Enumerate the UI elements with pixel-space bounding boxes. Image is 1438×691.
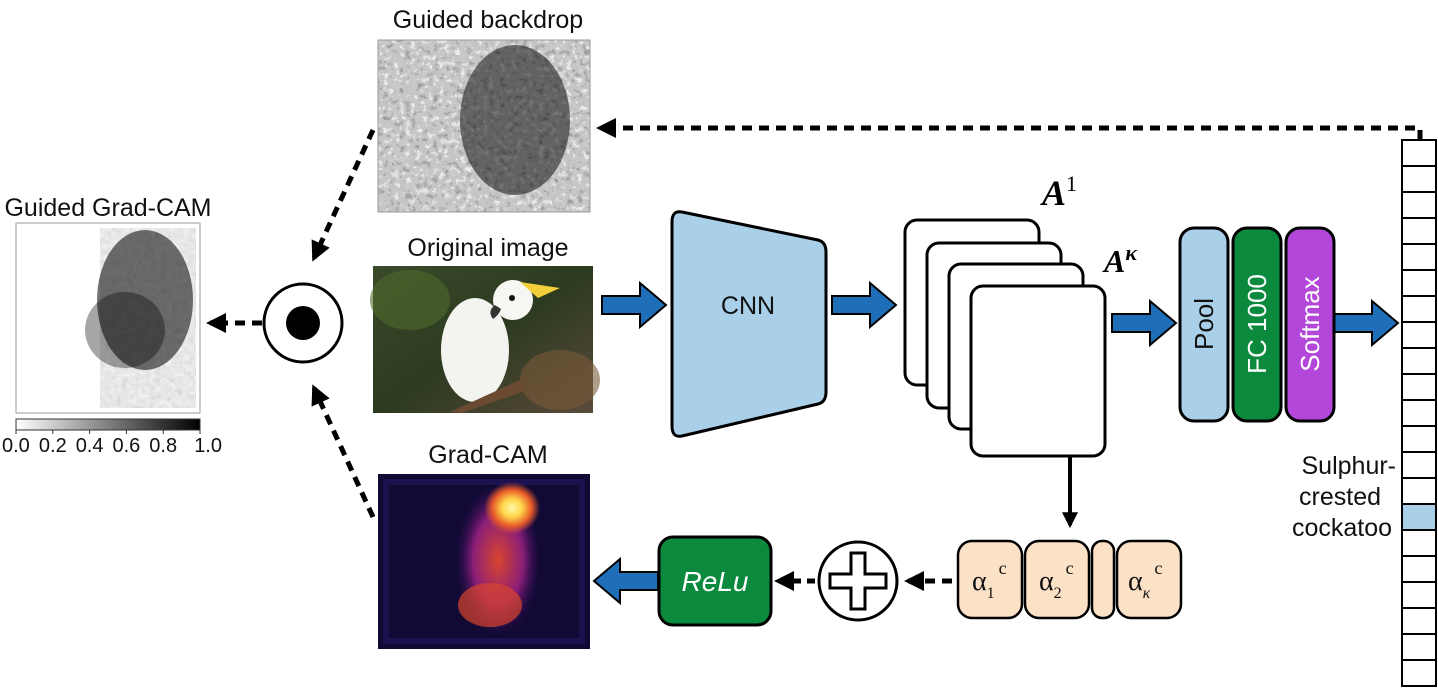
softmax-block: Softmax <box>1284 226 1336 423</box>
colorbar-tick-label: 0.0 <box>2 435 30 457</box>
output-cell <box>1401 321 1437 349</box>
class-label-line2: crested <box>1299 483 1381 511</box>
gradcam-title: Grad-CAM <box>428 441 547 469</box>
cnn-to-features-arrow <box>831 280 898 330</box>
backdrop-to-product-arrow <box>311 128 376 262</box>
output-cell <box>1401 269 1437 297</box>
output-cell <box>1401 191 1437 219</box>
guided-backdrop-image <box>377 39 591 213</box>
backprop-arrow <box>596 118 1423 140</box>
output-cell <box>1401 451 1437 479</box>
feature-map-first-label: A1 <box>1040 171 1077 213</box>
alpha-cell <box>1090 539 1116 620</box>
class-label-line3: cockatoo <box>1292 514 1392 542</box>
alpha-cell <box>1023 539 1091 620</box>
output-cell <box>1401 425 1437 453</box>
output-cell <box>1401 399 1437 427</box>
circled-plus-icon <box>817 540 899 622</box>
pool-block: Pool <box>1178 226 1230 423</box>
original-image-title: Original image <box>407 234 568 262</box>
alpha-k-label: ακc <box>1128 558 1162 602</box>
alpha-weights: α1c α2c ακc <box>956 539 1183 620</box>
class-label-line1: Sulphur- <box>1302 452 1397 480</box>
alpha-2-label: α2c <box>1039 558 1074 602</box>
colorbar-tick-label: 0.4 <box>76 435 104 457</box>
feature-map-last-label: Aκ <box>1102 240 1138 279</box>
softmax-to-output-arrow <box>1333 298 1400 348</box>
colorbar: 0.0 0.2 0.4 0.6 0.8 1.0 <box>2 418 222 457</box>
output-cell <box>1401 295 1437 323</box>
output-vector <box>1401 139 1437 687</box>
class-label: Sulphur- crested cockatoo <box>1292 452 1396 542</box>
output-cell <box>1401 581 1437 609</box>
output-cell <box>1401 217 1437 245</box>
colorbar-tick-label: 0.8 <box>149 435 177 457</box>
output-cell <box>1401 555 1437 583</box>
cnn-block: CNN <box>670 210 828 438</box>
output-cell <box>1401 347 1437 375</box>
gradcam-image <box>378 474 590 649</box>
relu-label: ReLu <box>682 566 749 597</box>
output-cell <box>1401 139 1437 167</box>
output-cell <box>1401 529 1437 557</box>
feature-maps-stack <box>903 218 1107 458</box>
colorbar-tick-label: 1.0 <box>194 435 222 457</box>
softmax-label: Softmax <box>1295 276 1325 371</box>
fc-block: FC 1000 <box>1231 226 1283 423</box>
output-cell <box>1401 633 1437 661</box>
output-cell <box>1401 659 1437 687</box>
alpha-1-label: α1c <box>972 558 1007 602</box>
circled-dot-icon <box>262 282 344 364</box>
guided-gradcam-image <box>15 222 201 414</box>
alpha-cell <box>956 539 1024 620</box>
original-image <box>370 266 600 413</box>
features-to-pool-arrow <box>1111 298 1178 348</box>
colorbar-tick-label: 0.2 <box>39 435 67 457</box>
guided-backdrop-title: Guided backdrop <box>393 6 583 34</box>
output-cell <box>1401 165 1437 193</box>
output-cell-predicted <box>1401 503 1437 531</box>
output-cell <box>1401 477 1437 505</box>
guided-gradcam-title: Guided Grad-CAM <box>4 194 211 222</box>
colorbar-tick-label: 0.6 <box>112 435 140 457</box>
cnn-label: CNN <box>721 292 775 320</box>
output-cell <box>1401 607 1437 635</box>
alpha-cell <box>1115 539 1183 620</box>
pool-label: Pool <box>1189 298 1219 350</box>
output-cell <box>1401 373 1437 401</box>
image-to-cnn-arrow <box>601 280 668 330</box>
relu-to-gradcam-arrow <box>592 556 659 606</box>
output-cell <box>1401 243 1437 271</box>
relu-block: ReLu <box>657 535 773 627</box>
fc-label: FC 1000 <box>1242 274 1272 374</box>
gradcam-to-product-arrow <box>311 384 376 519</box>
